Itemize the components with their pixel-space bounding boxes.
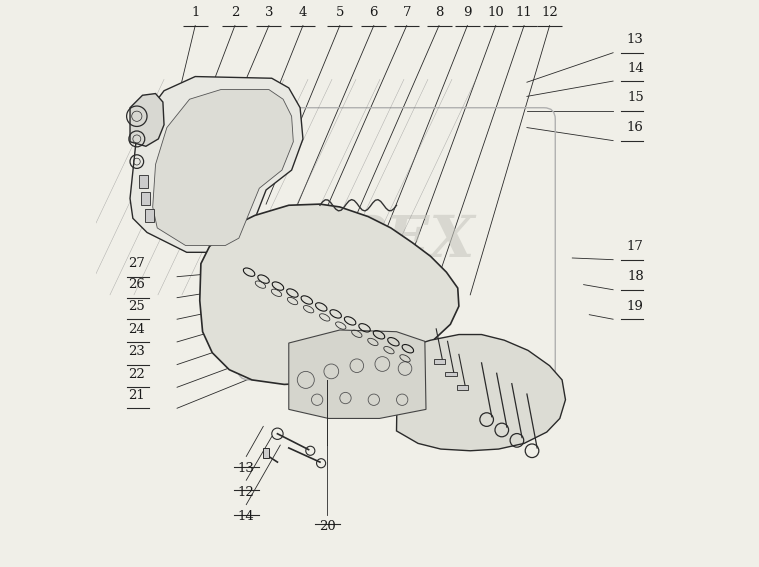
Text: 11: 11 [515,6,533,19]
Text: 12: 12 [541,6,558,19]
Text: 25: 25 [128,300,144,313]
Text: 13: 13 [238,462,255,475]
Text: 3: 3 [265,6,273,19]
Text: 6: 6 [370,6,378,19]
Text: 1: 1 [191,6,200,19]
Text: 20: 20 [319,520,335,533]
Text: 14: 14 [627,62,644,75]
Text: 22: 22 [128,368,144,381]
Text: 4: 4 [299,6,307,19]
Text: 15: 15 [627,91,644,104]
Bar [263,448,269,458]
Text: OPEX: OPEX [290,213,474,269]
Text: 18: 18 [627,270,644,284]
Bar [457,385,468,390]
Polygon shape [200,204,459,384]
Text: 16: 16 [627,121,644,134]
Text: 7: 7 [402,6,411,19]
Text: 27: 27 [128,257,145,270]
Text: 10: 10 [487,6,504,19]
Text: 2: 2 [231,6,239,19]
Text: 21: 21 [128,389,144,402]
Text: 9: 9 [463,6,471,19]
Polygon shape [130,94,164,146]
Polygon shape [130,77,303,252]
Polygon shape [288,330,426,418]
Text: 12: 12 [238,486,254,499]
Bar [446,372,457,376]
Bar [145,209,154,222]
Bar [141,192,150,205]
Text: 24: 24 [128,323,144,336]
Text: 19: 19 [627,300,644,313]
Text: 5: 5 [335,6,344,19]
Polygon shape [153,90,293,246]
Text: 23: 23 [128,345,145,358]
Text: 14: 14 [238,510,254,523]
Text: 26: 26 [128,278,145,291]
Text: 17: 17 [627,240,644,253]
Text: 8: 8 [435,6,443,19]
Bar [434,359,446,364]
Text: 13: 13 [627,33,644,46]
Bar [139,175,147,188]
Polygon shape [396,335,565,451]
